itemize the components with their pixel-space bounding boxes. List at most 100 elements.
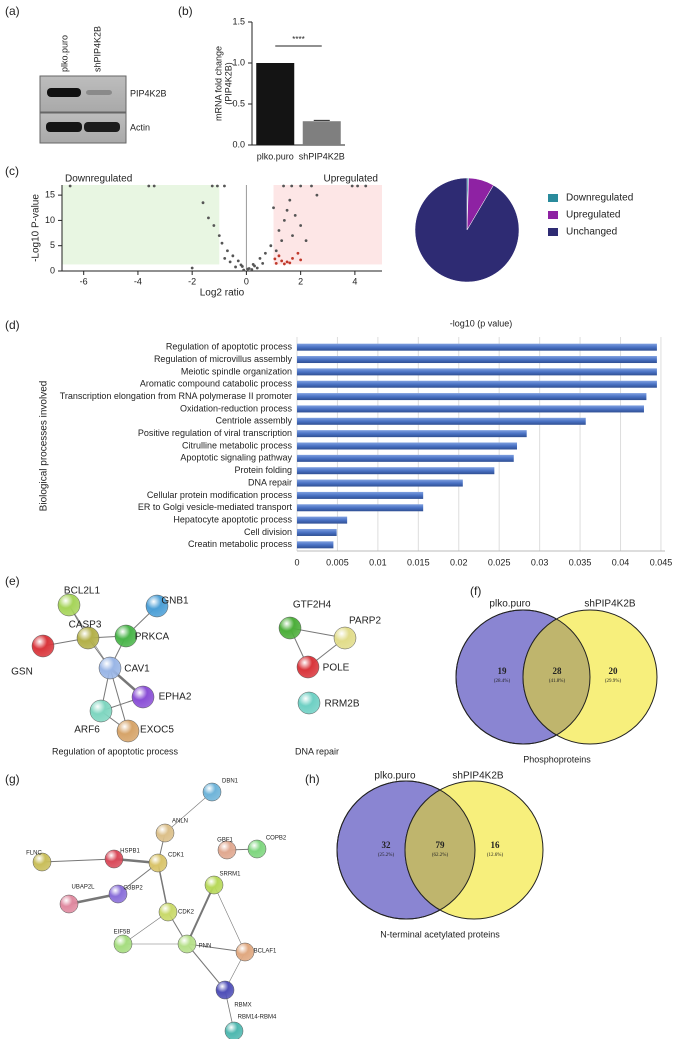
y-tick-label: 15 — [45, 189, 55, 199]
bar — [297, 504, 424, 512]
node-label: GTF2H4 — [293, 600, 332, 611]
panel-label: (c) — [5, 164, 19, 178]
point — [310, 184, 313, 188]
venn-percent: (41.8%) — [549, 679, 566, 684]
panel-label: (d) — [5, 318, 20, 332]
venn-title: N-terminal acetylated proteins — [380, 929, 500, 939]
network-node — [224, 1021, 244, 1041]
shaded-region — [273, 185, 382, 265]
node-label: CASP3 — [69, 620, 102, 631]
y-tick-label: 10 — [45, 215, 55, 225]
node-label: SRRM1 — [219, 872, 241, 878]
point — [299, 258, 303, 262]
panel-label: (h) — [305, 772, 320, 786]
legend-label: Upregulated — [566, 210, 620, 221]
category-label: Cell division — [244, 527, 292, 537]
network-node — [104, 849, 124, 869]
point — [288, 261, 292, 265]
network-node — [108, 884, 128, 904]
point — [282, 184, 285, 188]
x-tick-label: 0.025 — [488, 557, 511, 567]
lane-label: plko.puro — [59, 35, 69, 72]
bar — [297, 343, 657, 351]
point — [263, 251, 267, 255]
bar — [297, 541, 334, 549]
node-label: UBAP2L — [71, 885, 95, 891]
point — [207, 216, 210, 220]
x-tick-label: 4 — [352, 276, 357, 286]
node-label: BCLAF1 — [254, 949, 277, 955]
network-node — [76, 626, 100, 650]
y-axis-label: mRNA fold change — [213, 46, 223, 121]
point — [304, 239, 308, 243]
x-tick-label: 0.01 — [369, 557, 387, 567]
node-label: GNB1 — [161, 596, 189, 607]
x-tick-label: 0.005 — [326, 557, 349, 567]
node-label: GBF1 — [217, 838, 233, 844]
network-node — [116, 719, 140, 743]
venn-outline — [455, 609, 591, 745]
node-label: CDK2 — [178, 910, 195, 916]
bar — [297, 442, 517, 450]
point — [299, 184, 303, 188]
annotation: Upregulated — [324, 174, 378, 185]
point — [288, 198, 292, 202]
node-label: HSPB1 — [120, 849, 140, 855]
network-edge — [213, 884, 246, 953]
node-label: CAV1 — [124, 664, 150, 675]
point — [280, 239, 284, 243]
point — [255, 266, 259, 270]
category-label: Meiotic spindle organization — [181, 366, 292, 376]
venn-set-label: shPIP4K2B — [584, 599, 635, 610]
y-axis-label: (PIP4K2B) — [223, 62, 233, 105]
node-label: PARP2 — [349, 616, 381, 627]
annotation: Downregulated — [65, 174, 132, 185]
point — [152, 184, 156, 188]
x-tick-label: 0.03 — [531, 557, 549, 567]
x-tick-label: 0 — [294, 557, 299, 567]
venn-count: 20 — [609, 666, 619, 676]
point — [291, 234, 294, 237]
category-label: Oxidation-reduction process — [180, 403, 293, 413]
venn-overlap — [404, 781, 475, 919]
node-label: EXOC5 — [140, 725, 174, 736]
venn-count: 79 — [436, 840, 446, 850]
shaded-region — [62, 185, 220, 265]
x-tick-label: 0.045 — [650, 557, 673, 567]
category-label: Regulation of apoptotic process — [166, 342, 293, 352]
point — [240, 265, 244, 268]
point — [285, 260, 289, 264]
bar — [297, 454, 514, 462]
venn-count: 16 — [491, 840, 501, 850]
bar — [297, 393, 647, 401]
category-label: Citrulline metabolic process — [182, 440, 293, 450]
point — [282, 262, 286, 266]
network-node — [204, 875, 224, 895]
venn-percent: (62.2%) — [432, 853, 449, 858]
point — [277, 229, 281, 232]
point — [350, 184, 354, 188]
x-tick-label: -6 — [80, 276, 88, 286]
point — [246, 267, 250, 271]
category-label: Regulation of microvillus assembly — [154, 354, 293, 364]
point — [261, 262, 265, 265]
y-axis-label: Biological processes involved — [39, 381, 50, 512]
chart-title: -log10 (p value) — [450, 318, 513, 328]
network-node — [296, 655, 320, 679]
point — [242, 268, 246, 272]
network-node — [57, 593, 81, 617]
x-axis-label: Log2 ratio — [200, 288, 245, 299]
point — [273, 257, 277, 261]
network-title: DNA repair — [295, 746, 339, 756]
network-node — [131, 685, 155, 709]
point — [217, 234, 221, 237]
legend-swatch — [548, 211, 558, 219]
venn-title: Phosphoproteins — [523, 754, 591, 764]
bar — [297, 516, 348, 524]
point — [269, 244, 273, 248]
network-edge — [186, 943, 246, 953]
network-node — [158, 902, 178, 922]
category-label: Hepatocyte apoptotic process — [173, 514, 292, 524]
category-label: Creatin metabolic process — [188, 539, 293, 549]
